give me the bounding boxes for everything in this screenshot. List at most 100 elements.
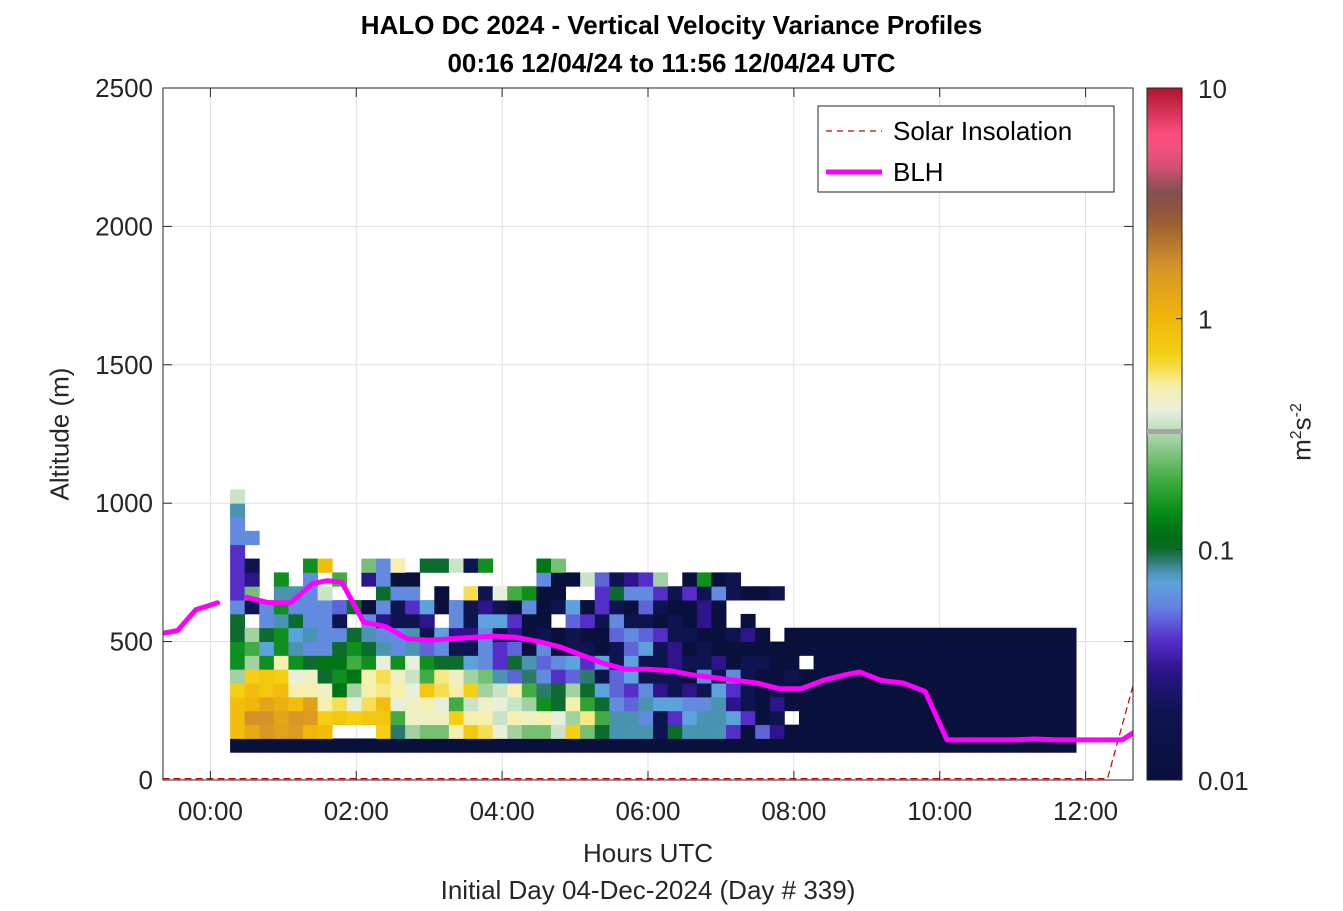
- heatmap-cell: [244, 724, 260, 739]
- heatmap-cell: [784, 738, 800, 753]
- heatmap-cell: [609, 669, 625, 684]
- colorbar-ticks: 0.01 0.1 1 10: [1176, 74, 1249, 796]
- heatmap-cell: [988, 724, 1004, 739]
- heatmap-cell: [769, 710, 785, 726]
- heatmap-cell: [653, 710, 669, 726]
- y-tick-label-4: 2000: [95, 211, 153, 241]
- heatmap-cell: [361, 655, 377, 670]
- heatmap-cell: [551, 710, 566, 726]
- heatmap-cell: [667, 738, 683, 753]
- heatmap-cell: [1061, 669, 1077, 684]
- heatmap-cell: [507, 613, 523, 629]
- heatmap-cell: [1032, 655, 1048, 670]
- heatmap-cell: [696, 696, 712, 712]
- series-line-1-1: [244, 578, 1133, 743]
- heatmap-cell: [930, 655, 946, 670]
- heatmap-cell: [244, 710, 260, 726]
- heatmap-cell: [478, 558, 494, 573]
- heatmap-cell: [375, 572, 391, 587]
- heatmap-cell: [244, 696, 260, 712]
- heatmap-cell: [667, 627, 683, 642]
- heatmap-cell: [1032, 696, 1048, 712]
- heatmap-cell: [711, 613, 727, 629]
- heatmap-cell: [711, 627, 727, 642]
- heatmap-cell: [361, 669, 377, 684]
- legend[interactable]: Solar Insolation BLH: [817, 105, 1115, 193]
- heatmap-cell: [332, 655, 348, 670]
- heatmap-cell: [653, 683, 669, 698]
- colorbar-tick-label-1: 0.1: [1198, 535, 1234, 565]
- heatmap-cell: [886, 696, 902, 712]
- heatmap-cell: [798, 669, 814, 684]
- heatmap-cell: [580, 669, 596, 684]
- heatmap-cell: [828, 724, 844, 739]
- heatmap-cell: [375, 558, 391, 573]
- heatmap-cell: [711, 696, 727, 712]
- heatmap-cell: [1003, 641, 1019, 656]
- heatmap-cell: [1046, 683, 1062, 698]
- heatmap-cell: [288, 627, 304, 642]
- heatmap-cell: [901, 627, 917, 642]
- heatmap-cell: [244, 600, 260, 615]
- heatmap-cell: [594, 627, 610, 642]
- heatmap-cell: [303, 613, 319, 629]
- heatmap-cell: [784, 641, 800, 656]
- heatmap-cell: [1003, 724, 1019, 739]
- heatmap-cell: [959, 683, 975, 698]
- heatmap-cell: [594, 641, 610, 656]
- heatmap-cell: [521, 669, 537, 684]
- heatmap-cell: [434, 558, 450, 573]
- heatmap-cell: [1017, 710, 1033, 726]
- heatmap-cell: [871, 710, 887, 726]
- heatmap-cell: [375, 738, 391, 753]
- heatmap-cell: [901, 641, 917, 656]
- heatmap-cell: [244, 683, 260, 698]
- heatmap-cell: [551, 572, 566, 587]
- heatmap-cell: [288, 683, 304, 698]
- heatmap-cell: [726, 572, 742, 587]
- heatmap-cell: [653, 586, 669, 601]
- heatmap-cell: [682, 655, 698, 670]
- heatmap-cell: [769, 655, 785, 670]
- y-tick-label-5: 2500: [95, 73, 153, 103]
- heatmap-cell: [288, 613, 304, 629]
- heatmap-cell: [915, 738, 931, 753]
- heatmap-cell: [959, 655, 975, 670]
- heatmap-cell: [755, 710, 771, 726]
- heatmap-cell: [813, 655, 829, 670]
- heatmap-cell: [784, 655, 800, 670]
- heatmap-cell: [565, 627, 581, 642]
- heatmap-cell: [244, 655, 260, 670]
- heatmap-cell: [375, 641, 391, 656]
- heatmap-cell: [317, 669, 333, 684]
- colorbar-label-base: m: [1286, 439, 1317, 461]
- heatmap-cell: [1032, 710, 1048, 726]
- heatmap-cell: [798, 738, 814, 753]
- heatmap-cell: [434, 683, 450, 698]
- heatmap-cell: [478, 738, 494, 753]
- heatmap-cell: [711, 600, 727, 615]
- heatmap-cell: [1061, 627, 1077, 642]
- heatmap-cell: [419, 669, 435, 684]
- heatmap-cell: [857, 641, 873, 656]
- y-tick-label-0: 0: [139, 765, 153, 795]
- x-tick-label-6: 12:00: [1053, 796, 1118, 826]
- heatmap-cell: [230, 489, 246, 504]
- heatmap-cell: [273, 641, 289, 656]
- heatmap-cell: [638, 738, 654, 753]
- heatmap-cell: [623, 669, 639, 684]
- heatmap-cell: [609, 641, 625, 656]
- heatmap-cell: [609, 586, 625, 601]
- heatmap-cell: [653, 738, 669, 753]
- heatmap-cell: [405, 655, 421, 670]
- heatmap-cell: [346, 655, 362, 670]
- heatmap-cell: [463, 696, 479, 712]
- heatmap-cell: [871, 683, 887, 698]
- heatmap-cell: [303, 669, 319, 684]
- heatmap-cell: [755, 655, 771, 670]
- heatmap-cell: [1046, 641, 1062, 656]
- heatmap-cell: [638, 627, 654, 642]
- heatmap-cell: [463, 613, 479, 629]
- heatmap-cell: [638, 600, 654, 615]
- heatmap-cell: [653, 696, 669, 712]
